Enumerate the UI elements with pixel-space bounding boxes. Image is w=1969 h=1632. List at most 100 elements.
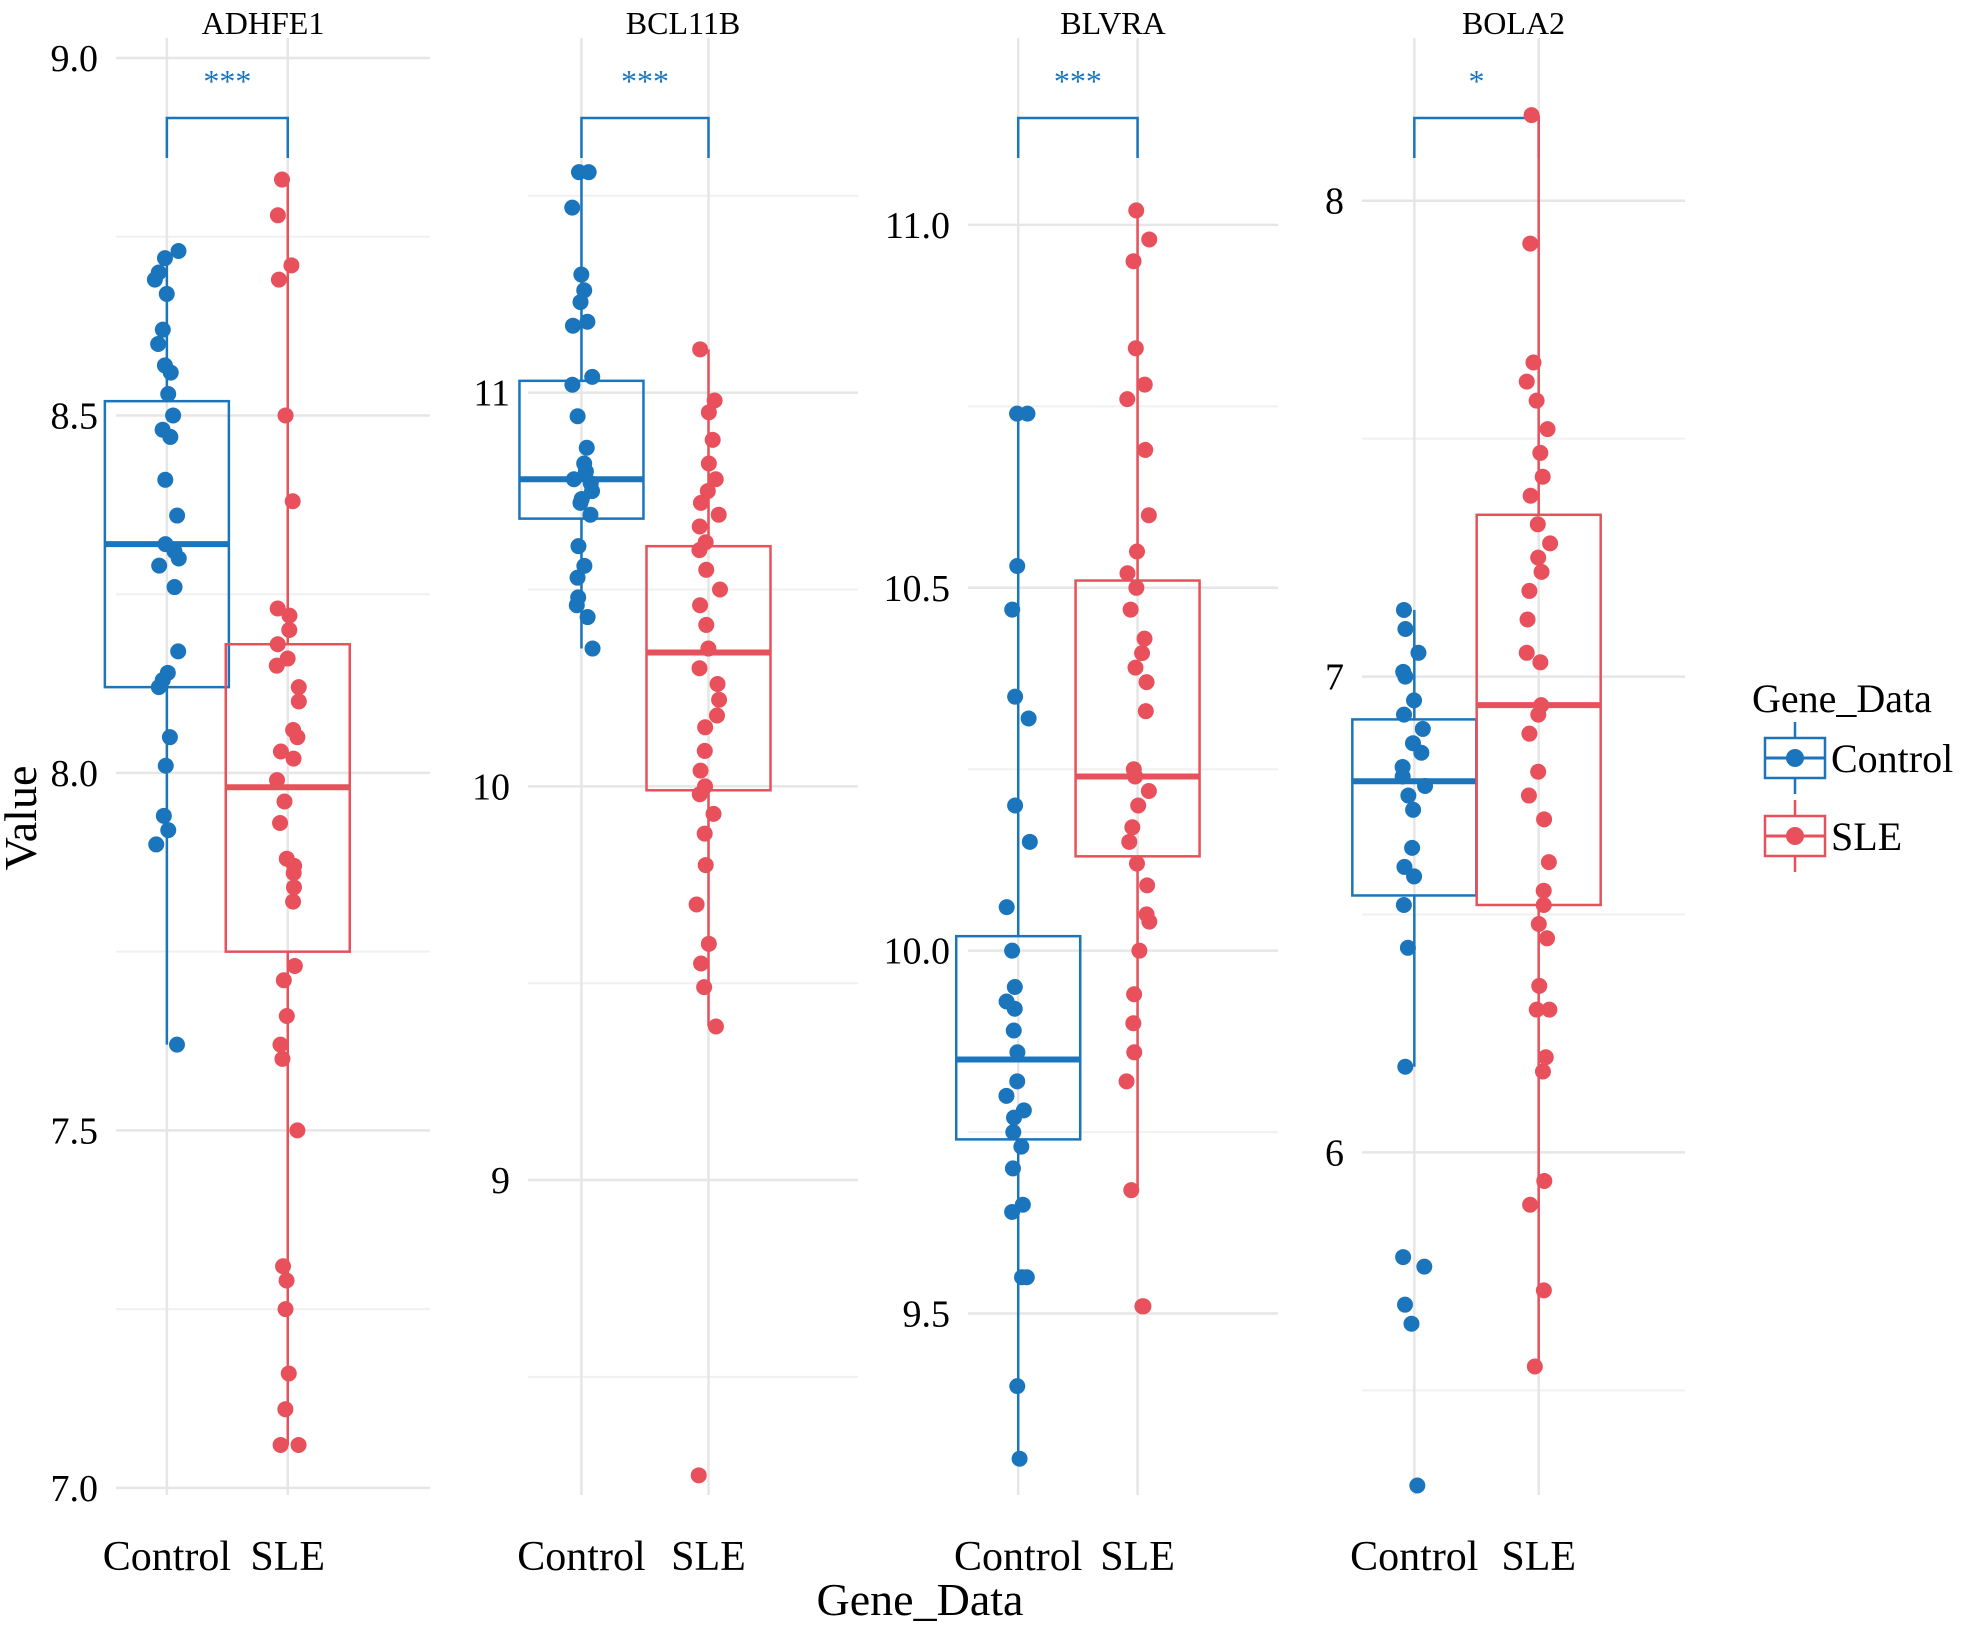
data-point-control [576,557,593,574]
panel-title: BOLA2 [1462,5,1565,41]
data-point-sle [1536,811,1553,828]
data-point-control [1414,720,1431,737]
data-point-sle [278,1008,295,1024]
legend: Gene_Data Control SLE [1752,676,1953,872]
data-point-control [157,536,174,553]
y-tick-label: 8 [1325,181,1344,223]
x-axis-title: Gene_Data [817,1574,1024,1625]
data-point-control [1406,692,1423,709]
data-point-control [1395,663,1412,680]
data-point-control [1004,942,1021,959]
data-point-sle [692,494,709,511]
data-point-control [1009,1378,1026,1395]
data-point-sle [278,1272,295,1289]
data-point-control [576,282,593,299]
data-point-sle [1119,391,1136,408]
data-point-sle [1525,354,1542,371]
data-point-sle [1124,819,1141,836]
data-point-control [998,1087,1015,1104]
data-point-sle [1535,1282,1552,1299]
data-point-sle [1528,1001,1545,1018]
data-point-sle [279,650,296,667]
data-point-sle [1518,373,1535,390]
data-point-sle [1535,882,1552,899]
y-tick-label: 7 [1325,657,1344,699]
data-point-sle [705,805,722,822]
data-point-sle [277,1301,294,1318]
data-point-control [154,421,171,438]
y-axis-title: Value [0,766,46,871]
x-tick-label: SLE [671,1534,746,1580]
data-point-sle [697,534,714,551]
data-point-control [148,836,165,853]
data-point-control [161,729,178,746]
data-point-sle [1533,697,1550,714]
data-point-control [1004,1160,1021,1177]
y-tick-label: 10.5 [884,568,951,610]
panel-title: BLVRA [1060,5,1166,41]
data-point-sle [1137,703,1154,720]
data-point-sle [1531,977,1548,994]
x-tick-label: Control [103,1534,231,1580]
data-point-sle [290,679,307,696]
data-point-control [570,589,587,606]
y-tick-label: 7.0 [51,1468,99,1510]
x-tick-label: SLE [1100,1534,1175,1580]
data-point-sle [691,660,708,677]
data-point-sle [1128,543,1145,560]
data-point-sle [1131,942,1148,959]
data-point-sle [1526,1358,1543,1375]
data-point-sle [1134,1298,1151,1315]
panel-bola2: 6 7 8 BOLA2 * Control SLE [1325,5,1685,1580]
data-point-control [170,243,187,260]
box-sle [224,642,352,953]
data-point-sle [700,935,717,952]
data-point-sle [1136,376,1153,393]
data-point-control [564,317,581,334]
data-point-sle [699,483,716,500]
data-point-control [160,386,177,403]
panel-adhfe1: 7.0 7.5 8.0 8.5 9.0 ADHFE1 *** Control SLE [51,5,430,1580]
data-point-control [1014,1269,1031,1286]
data-point-sle [704,431,721,448]
data-point-sle [272,1436,289,1453]
data-point-sle [1521,582,1538,599]
data-point-sle [280,1365,297,1382]
data-point-sle [1138,674,1155,691]
data-point-sle [692,762,709,779]
data-point-control [155,807,172,824]
data-point-control [1013,1138,1030,1155]
x-tick-label: Control [1350,1534,1478,1580]
box-control [518,379,645,520]
data-point-sle [1128,855,1145,872]
data-point-sle [1125,1015,1142,1032]
data-point-sle [277,1401,294,1418]
data-point-sle [1533,563,1550,580]
data-point-control [569,408,586,425]
y-tick-label: 10 [472,766,510,808]
data-point-control [564,376,581,393]
data-point-sle [272,743,289,760]
data-point-sle [285,893,302,910]
data-point-sle [281,621,298,638]
data-point-sle [270,271,287,288]
data-point-sle [1128,202,1145,219]
data-point-sle [707,471,724,488]
data-point-sle [1130,797,1147,814]
data-point-sle [1127,340,1144,357]
data-point-sle [285,722,302,739]
data-point-control [156,357,173,374]
data-point-sle [1125,253,1142,270]
data-point-control [1007,688,1024,705]
data-point-sle [276,793,293,810]
data-point-sle [281,607,298,624]
data-point-control [1394,758,1411,775]
data-point-sle [697,778,714,795]
y-tick-label: 9.0 [51,38,99,80]
data-point-sle [277,407,294,424]
data-point-sle [709,675,726,692]
significance-label: *** [621,63,669,99]
data-point-control [1006,978,1023,995]
panel-title: BCL11B [626,5,740,41]
